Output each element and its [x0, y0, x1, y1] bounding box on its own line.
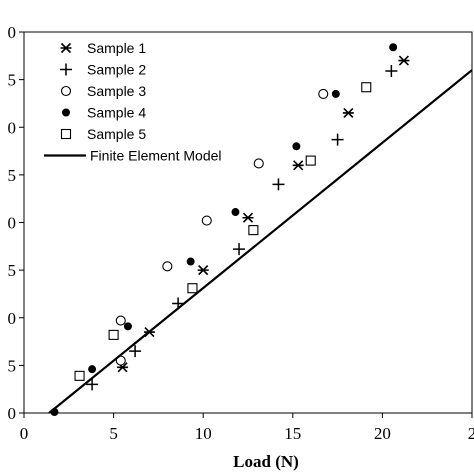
- data-point: [88, 365, 97, 374]
- data-point: [361, 82, 372, 93]
- x-tick-label: 10: [195, 424, 212, 443]
- series-sample-1: [117, 55, 410, 373]
- x-tick-label: 2: [468, 424, 474, 443]
- series-layer: [48, 43, 472, 417]
- data-point: [201, 215, 212, 226]
- data-point: [233, 243, 246, 256]
- data-point: [385, 65, 398, 78]
- legend-label: Sample 5: [87, 126, 146, 142]
- x-tick-label: 20: [374, 424, 391, 443]
- data-point: [318, 88, 329, 99]
- legend-label: Finite Element Model: [90, 148, 222, 164]
- legend-marker: [60, 42, 72, 54]
- series-sample-3: [115, 88, 329, 366]
- data-point: [292, 142, 301, 151]
- y-tick-label: 0: [8, 118, 17, 137]
- data-point: [398, 55, 410, 66]
- series-finite-element-model: [48, 69, 472, 413]
- data-point: [162, 261, 173, 272]
- data-point: [272, 178, 285, 191]
- legend-item: Sample 5: [60, 126, 146, 142]
- legend-marker: [60, 128, 72, 140]
- legend-item: Sample 3: [60, 83, 146, 99]
- data-point: [305, 155, 316, 166]
- y-tick-label: 0: [8, 404, 17, 423]
- data-point: [253, 158, 264, 169]
- data-point: [292, 160, 304, 171]
- y-tick-label: 0: [8, 23, 17, 42]
- legend-marker: [62, 108, 70, 117]
- data-point: [129, 345, 142, 358]
- series-sample-4: [50, 43, 398, 417]
- data-point: [248, 225, 259, 236]
- y-tick-label: 0: [8, 214, 17, 233]
- data-point: [342, 107, 354, 119]
- series-sample-5: [74, 82, 372, 381]
- x-tick-label: 15: [284, 424, 301, 443]
- x-tick-label: 0: [20, 424, 29, 443]
- fem-line: [48, 69, 472, 413]
- legend-item: Sample 4: [62, 105, 146, 121]
- data-point: [187, 283, 198, 294]
- legend-label: Sample 4: [87, 105, 146, 121]
- legend-item: Sample 1: [60, 40, 146, 56]
- legend-marker: [60, 85, 72, 97]
- series-sample-2: [86, 65, 398, 391]
- y-tick-label: 0: [8, 309, 17, 328]
- data-point: [86, 378, 99, 391]
- data-point: [389, 43, 398, 52]
- legend-label: Sample 2: [87, 62, 146, 78]
- legend: Sample 1 Sample 2 Sample 3 Sample 4 Sample 5…: [44, 40, 222, 164]
- legend-item: Finite Element Model: [44, 148, 222, 164]
- y-tick-label: 5: [8, 166, 17, 185]
- y-tick-label: 5: [8, 261, 17, 280]
- data-point: [242, 212, 254, 223]
- x-axis-ticks: 0 5 10 15 20 2: [20, 413, 474, 443]
- y-tick-label: 5: [8, 356, 17, 375]
- data-point: [108, 329, 119, 340]
- data-point: [331, 89, 340, 98]
- data-point: [331, 133, 344, 146]
- data-point: [123, 322, 132, 331]
- data-point: [115, 315, 126, 326]
- legend-marker: [60, 63, 72, 76]
- legend-label: Sample 3: [87, 83, 146, 99]
- data-point: [74, 370, 85, 381]
- x-axis-title: Load (N): [233, 452, 299, 471]
- data-point: [186, 257, 195, 266]
- data-point: [197, 265, 209, 276]
- legend-item: Sample 2: [60, 62, 146, 78]
- y-axis-ticks: 0 5 0 5 0 5 0 5 0: [8, 23, 24, 423]
- y-tick-label: 5: [8, 71, 17, 90]
- x-tick-label: 5: [109, 424, 118, 443]
- legend-label: Sample 1: [87, 40, 146, 56]
- data-point: [231, 208, 240, 217]
